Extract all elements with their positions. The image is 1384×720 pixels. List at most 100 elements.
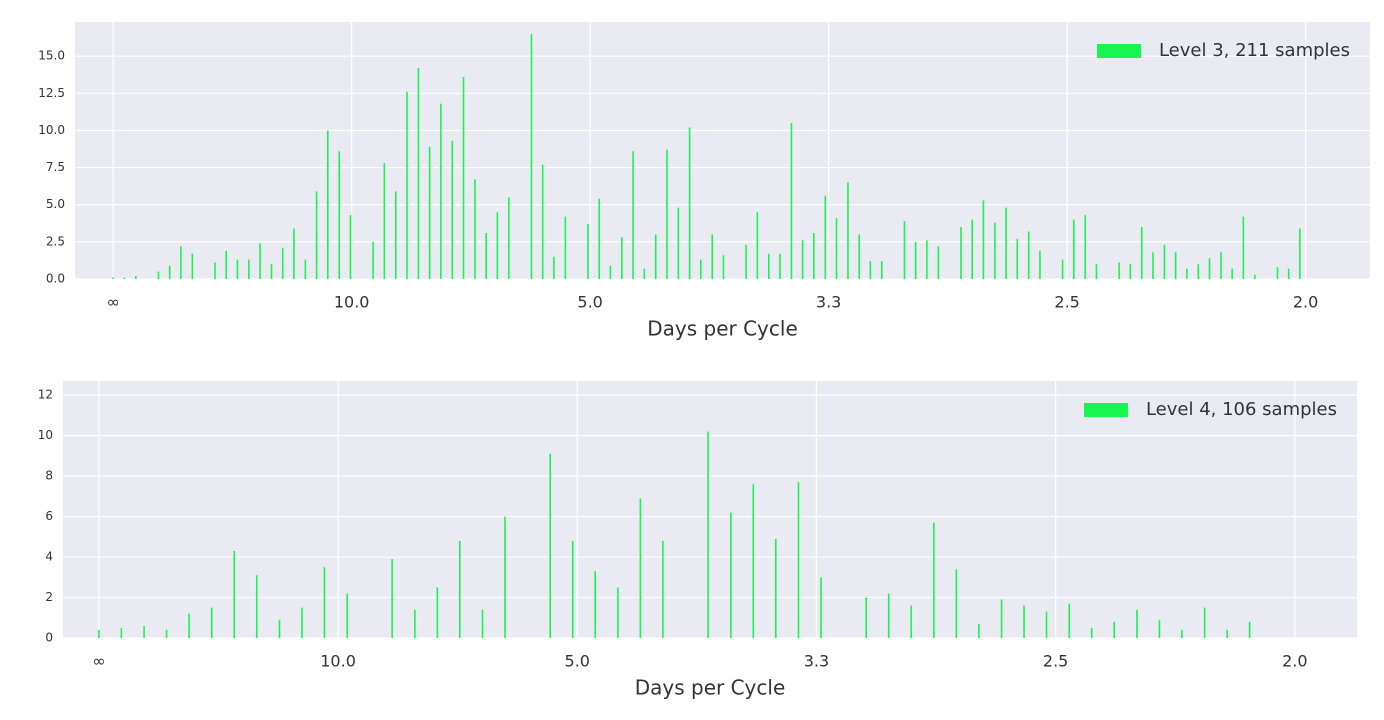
- y-tick-label: 8: [45, 469, 53, 483]
- bar: [123, 277, 126, 279]
- bar: [790, 123, 793, 280]
- bar: [869, 261, 872, 279]
- bar: [677, 207, 680, 279]
- x-tick-label: 3.3: [804, 652, 829, 671]
- plot-background: [63, 381, 1357, 638]
- legend-swatch: [1096, 44, 1141, 58]
- bar: [847, 182, 849, 279]
- bar: [779, 253, 781, 279]
- x-axis-label: Days per Cycle: [635, 676, 786, 700]
- bar: [1016, 238, 1019, 279]
- bar: [428, 146, 431, 279]
- bar: [338, 151, 341, 279]
- plot-background: [75, 22, 1370, 279]
- bar: [1181, 629, 1183, 638]
- bar: [632, 151, 634, 279]
- bar: [1299, 228, 1301, 279]
- bar: [346, 593, 348, 638]
- y-tick-label: 0.0: [46, 272, 65, 286]
- bar: [508, 197, 510, 279]
- bar: [1186, 268, 1188, 279]
- bar: [914, 241, 917, 279]
- bar: [639, 498, 642, 638]
- bar: [1197, 264, 1200, 279]
- bar: [349, 215, 352, 279]
- x-axis-label: Days per Cycle: [647, 317, 798, 341]
- bar: [372, 241, 374, 279]
- bar: [120, 627, 123, 638]
- bar: [722, 255, 725, 279]
- bar: [1000, 599, 1003, 638]
- x-tick-label: ∞: [92, 652, 105, 671]
- bar: [881, 261, 883, 279]
- bar: [417, 68, 420, 279]
- bar: [394, 191, 397, 279]
- bar: [259, 243, 261, 279]
- y-tick-label: 2: [45, 590, 53, 604]
- bar: [474, 179, 476, 279]
- bar: [255, 575, 258, 638]
- bar: [978, 623, 980, 638]
- bar: [1254, 274, 1256, 279]
- x-tick-label: 2.5: [1054, 293, 1079, 312]
- bar: [1226, 629, 1228, 638]
- bar: [621, 237, 623, 279]
- bar: [688, 127, 691, 279]
- bar: [383, 163, 386, 279]
- bar: [1118, 262, 1120, 279]
- bar: [933, 522, 935, 638]
- bar: [820, 577, 822, 638]
- bar: [391, 559, 393, 638]
- bar: [157, 271, 160, 279]
- bar: [135, 276, 137, 279]
- y-tick-label: 12.5: [38, 86, 65, 100]
- bar: [451, 140, 454, 279]
- bar: [1276, 267, 1279, 279]
- bar: [549, 453, 552, 638]
- bar: [662, 540, 664, 638]
- bar: [707, 431, 709, 638]
- bar: [553, 256, 555, 279]
- bar: [541, 164, 544, 279]
- bar: [485, 232, 487, 279]
- bar: [587, 224, 589, 279]
- bar: [440, 103, 442, 279]
- bar: [594, 571, 596, 638]
- bar: [1203, 607, 1206, 638]
- bar: [617, 587, 619, 638]
- bar: [752, 484, 755, 638]
- bar: [315, 191, 318, 279]
- bar: [824, 195, 827, 279]
- bar: [1140, 227, 1143, 279]
- bar: [745, 244, 747, 279]
- bar: [1027, 231, 1030, 279]
- bar: [1005, 207, 1007, 279]
- bar: [994, 222, 996, 279]
- bar: [248, 259, 250, 279]
- bar: [168, 265, 171, 279]
- bar: [98, 629, 100, 638]
- x-tick-label: 2.5: [1043, 652, 1068, 671]
- y-tick-label: 10.0: [38, 123, 65, 137]
- bar: [1242, 216, 1245, 279]
- y-tick-label: 2.5: [46, 234, 65, 248]
- bar: [598, 198, 601, 279]
- bar: [436, 587, 439, 638]
- bar: [797, 482, 800, 638]
- x-tick-label: 10.0: [334, 293, 370, 312]
- y-tick-label: 6: [45, 509, 53, 523]
- bar: [813, 232, 815, 279]
- bar: [462, 76, 465, 279]
- bar: [711, 234, 714, 279]
- bar: [180, 246, 182, 279]
- bar: [278, 619, 281, 638]
- bar: [971, 219, 973, 279]
- bar: [1163, 244, 1166, 279]
- bar: [887, 593, 890, 638]
- x-tick-label: 10.0: [320, 652, 356, 671]
- bar: [1113, 621, 1116, 638]
- bar: [281, 247, 284, 279]
- bar: [937, 246, 940, 279]
- x-tick-label: 2.0: [1293, 293, 1318, 312]
